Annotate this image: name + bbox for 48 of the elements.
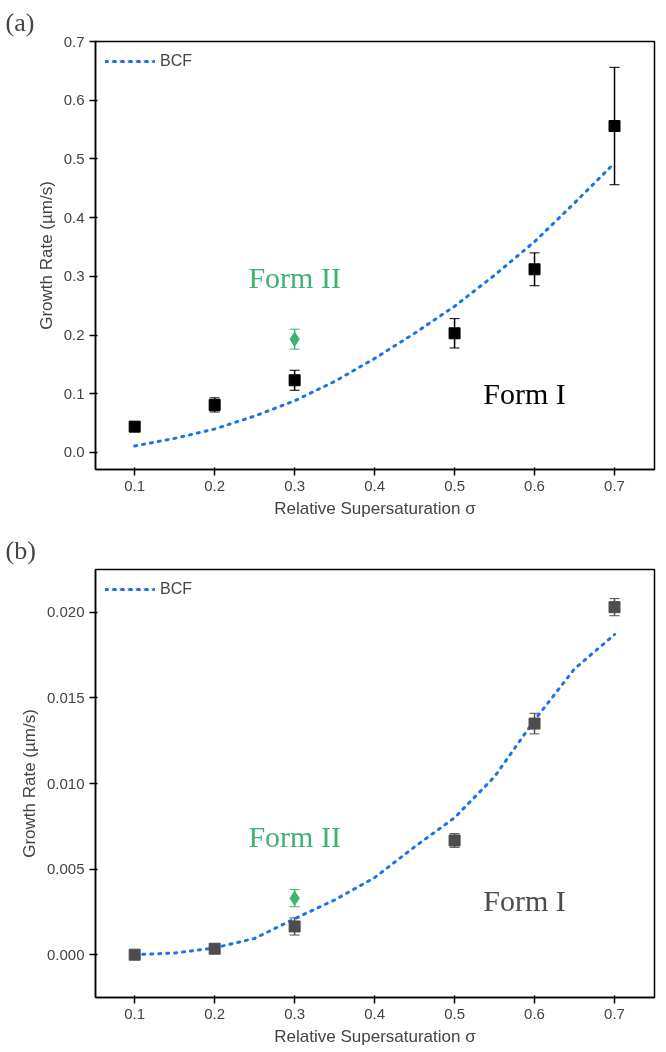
x-tick-label: 0.4	[364, 476, 386, 494]
y-axis-title: Growth Rate (µm/s)	[19, 709, 39, 858]
y-tick-label: 0.015	[46, 688, 85, 706]
x-tick-label: 0.2	[204, 476, 226, 494]
x-tick-label: 0.1	[124, 476, 146, 494]
y-tick-label: 0.5	[63, 149, 85, 167]
legend-label: BCF	[160, 580, 192, 598]
point	[528, 717, 541, 730]
y-tick-label: 0.1	[63, 384, 85, 402]
legend-label: BCF	[160, 52, 192, 70]
point	[208, 942, 221, 955]
x-axis-title: Relative Supersaturation σ	[274, 498, 477, 518]
series-label: Form I	[483, 376, 566, 410]
y-axis-title: Growth Rate (µm/s)	[36, 181, 56, 330]
x-tick-label: 0.3	[284, 476, 306, 494]
series-label: Form II	[248, 819, 341, 853]
x-tick-label: 0.5	[444, 1004, 465, 1022]
y-tick-label: 0.7	[63, 32, 85, 50]
y-tick-label: 0.3	[63, 267, 85, 285]
point	[448, 327, 461, 340]
x-tick-label: 0.3	[284, 1004, 306, 1022]
x-tick-label: 0.6	[524, 1004, 545, 1022]
x-tick-label: 0.6	[524, 476, 545, 494]
point	[608, 120, 621, 133]
point	[528, 263, 541, 276]
y-tick-label: 0.000	[46, 945, 85, 963]
y-tick-label: 0.2	[63, 326, 85, 344]
x-tick-label: 0.7	[604, 1004, 625, 1022]
series-label: Form I	[483, 884, 566, 918]
x-axis-title: Relative Supersaturation σ	[274, 1026, 477, 1046]
x-tick-label: 0.5	[444, 476, 465, 494]
chart-title: (a)	[5, 7, 35, 37]
y-tick-label: 0.0	[63, 443, 85, 461]
point	[608, 601, 621, 614]
x-tick-label: 0.1	[124, 1004, 146, 1022]
chart-title: (b)	[5, 535, 36, 565]
y-tick-label: 0.005	[46, 860, 85, 878]
point	[288, 374, 301, 387]
y-tick-label: 0.010	[46, 774, 85, 792]
point	[128, 948, 141, 961]
series-label: Form II	[248, 260, 341, 294]
x-tick-label: 0.7	[604, 476, 625, 494]
y-tick-label: 0.4	[63, 208, 85, 226]
x-tick-label: 0.4	[364, 1004, 386, 1022]
y-tick-label: 0.020	[46, 603, 85, 621]
x-tick-label: 0.2	[204, 1004, 226, 1022]
point	[128, 420, 141, 433]
y-tick-label: 0.6	[63, 91, 85, 109]
